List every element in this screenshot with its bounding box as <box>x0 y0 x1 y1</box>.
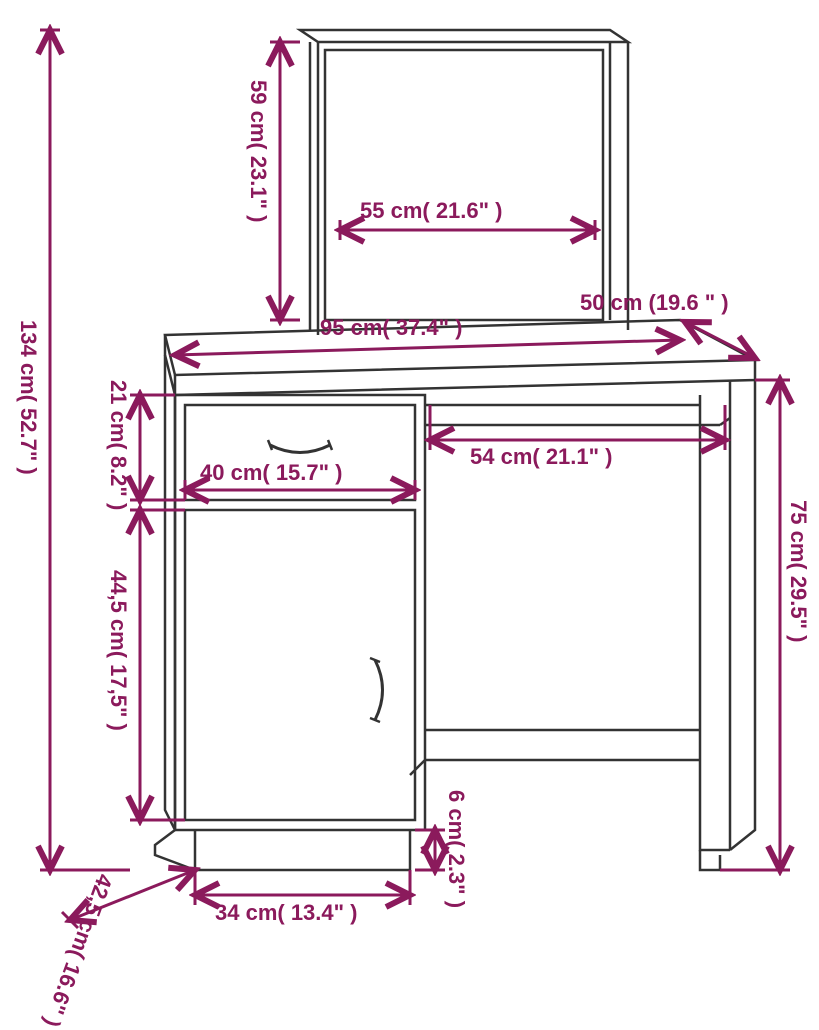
label-drawer-width: 40 cm( 15.7" ) <box>200 460 343 486</box>
label-table-width: 95 cm( 37.4" ) <box>320 315 463 341</box>
label-foot-height: 6 cm( 2.3" ) <box>443 790 469 908</box>
label-mirror-width: 55 cm( 21.6" ) <box>360 198 503 224</box>
label-door-height: 44,5 cm( 17,5" ) <box>105 570 131 731</box>
label-base-width: 34 cm( 13.4" ) <box>215 900 358 926</box>
label-drawer-height: 21 cm( 8.2" ) <box>105 380 131 510</box>
label-desk-height: 75 cm( 29.5" ) <box>785 500 811 643</box>
label-table-depth: 50 cm (19.6 " ) <box>580 290 729 316</box>
label-opening-width: 54 cm( 21.1" ) <box>470 444 613 470</box>
label-mirror-height: 59 cm( 23.1" ) <box>245 80 271 223</box>
label-total-height: 134 cm( 52.7" ) <box>15 320 41 475</box>
